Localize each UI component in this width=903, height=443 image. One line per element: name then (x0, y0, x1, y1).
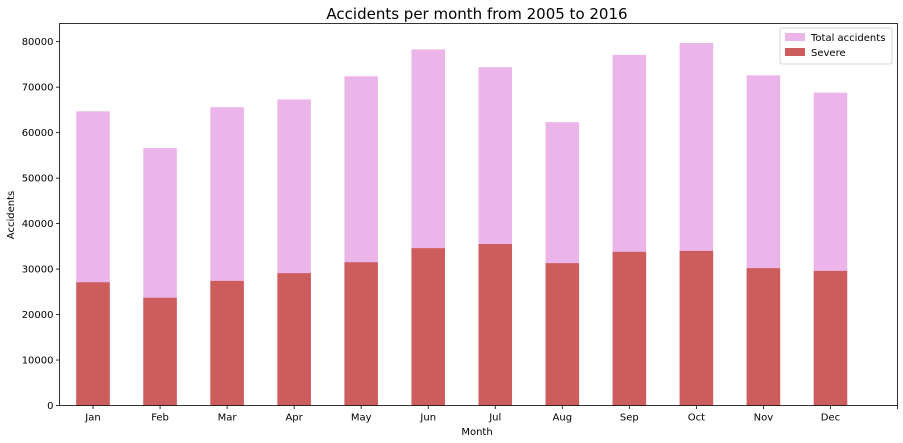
legend-box (779, 27, 893, 65)
y-tick-label: 80000 (22, 37, 54, 48)
x-tick-label: Apr (285, 413, 303, 424)
x-axis: Jan Feb Mar Apr May Jun Jul Aug Sep Oct Nov Dec (84, 405, 898, 424)
x-tick-label: Jun (419, 413, 436, 424)
legend-label: Severe (811, 48, 846, 59)
y-axis: 0 10000 20000 30000 40000 50000 60000 70000 8000… (22, 37, 60, 412)
legend-label: Total accidents (810, 33, 885, 44)
bars-layer (76, 43, 848, 406)
bar-severe-jul (478, 244, 513, 406)
bar-severe-nov (746, 268, 781, 406)
x-tick-label: Feb (151, 413, 169, 424)
legend-swatch (785, 48, 805, 56)
y-tick-label: 20000 (22, 310, 54, 321)
x-tick-label: May (351, 413, 372, 424)
bar-severe-aug (545, 263, 580, 406)
y-axis-label: Accidents (6, 191, 17, 239)
bar-severe-jun (411, 248, 445, 406)
y-tick-label: 50000 (22, 174, 54, 185)
x-tick-label: Mar (218, 413, 238, 424)
x-tick-label: Aug (553, 413, 573, 424)
bar-severe-feb (143, 297, 177, 406)
x-tick-label: Nov (754, 413, 774, 424)
y-tick-label: 30000 (22, 265, 54, 276)
x-tick-label: Sep (620, 413, 639, 424)
bar-severe-may (344, 262, 378, 406)
y-tick-label: 70000 (22, 83, 54, 94)
x-axis-label: Month (461, 427, 492, 438)
bar-severe-jan (76, 282, 110, 406)
x-tick-label: Oct (688, 413, 705, 424)
x-tick-label: Jul (488, 413, 501, 424)
y-tick-label: 10000 (22, 356, 54, 367)
y-tick-label: 0 (47, 401, 53, 412)
legend-swatch (785, 33, 805, 41)
y-tick-label: 60000 (22, 128, 54, 139)
bar-severe-sep (612, 251, 647, 406)
bar-severe-mar (210, 280, 244, 406)
plot-frame (59, 23, 898, 406)
bar-severe-apr (277, 273, 311, 406)
legend: Total accidents Severe (779, 27, 893, 65)
x-tick-label: Jan (84, 413, 100, 424)
bar-severe-dec (813, 270, 848, 406)
bar-severe-oct (679, 250, 714, 406)
y-tick-label: 40000 (22, 219, 54, 230)
chart-title: Accidents per month from 2005 to 2016 (326, 5, 627, 23)
x-tick-label: Dec (821, 413, 840, 424)
